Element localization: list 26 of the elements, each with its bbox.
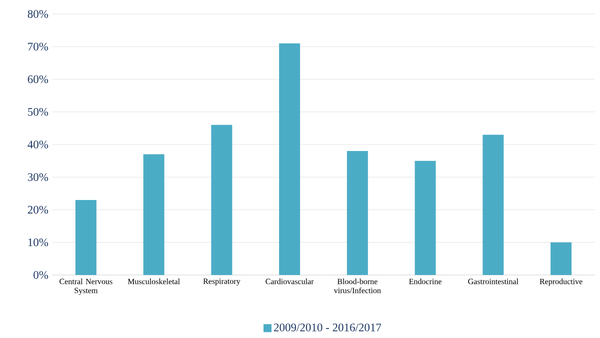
y-tick-label: 50% xyxy=(28,108,48,116)
x-tick-label: Musculoskeletal xyxy=(128,278,180,284)
bar xyxy=(143,154,164,275)
x-tick-label: Cardiovascular xyxy=(266,278,314,284)
y-tick-label: 0% xyxy=(34,271,48,279)
x-tick-label: Respiratory xyxy=(203,278,240,286)
x-tick-label: Blood-borne virus/Infection xyxy=(334,278,381,294)
y-tick-label: 20% xyxy=(28,206,48,214)
y-tick-label: 70% xyxy=(28,42,48,51)
bar xyxy=(414,160,436,275)
y-tick-label: 80% xyxy=(28,10,48,18)
x-tick-label: Endocrine xyxy=(409,278,442,284)
bar xyxy=(346,151,368,275)
legend-label: 2009/2010 - 2016/2017 xyxy=(274,324,382,332)
y-tick-label: 60% xyxy=(28,75,48,84)
x-tick-label: Central Nervous System xyxy=(60,278,112,295)
bar xyxy=(75,200,96,275)
bar xyxy=(550,242,572,275)
bar xyxy=(482,134,504,275)
x-tick-label: Reproductive xyxy=(540,278,582,286)
x-tick-label: Gastrointestinal xyxy=(468,278,518,284)
bar xyxy=(211,124,232,275)
y-tick-label: 30% xyxy=(28,173,48,182)
y-tick-label: 10% xyxy=(28,238,48,246)
bar xyxy=(279,43,300,275)
y-tick-label: 40% xyxy=(28,140,48,148)
